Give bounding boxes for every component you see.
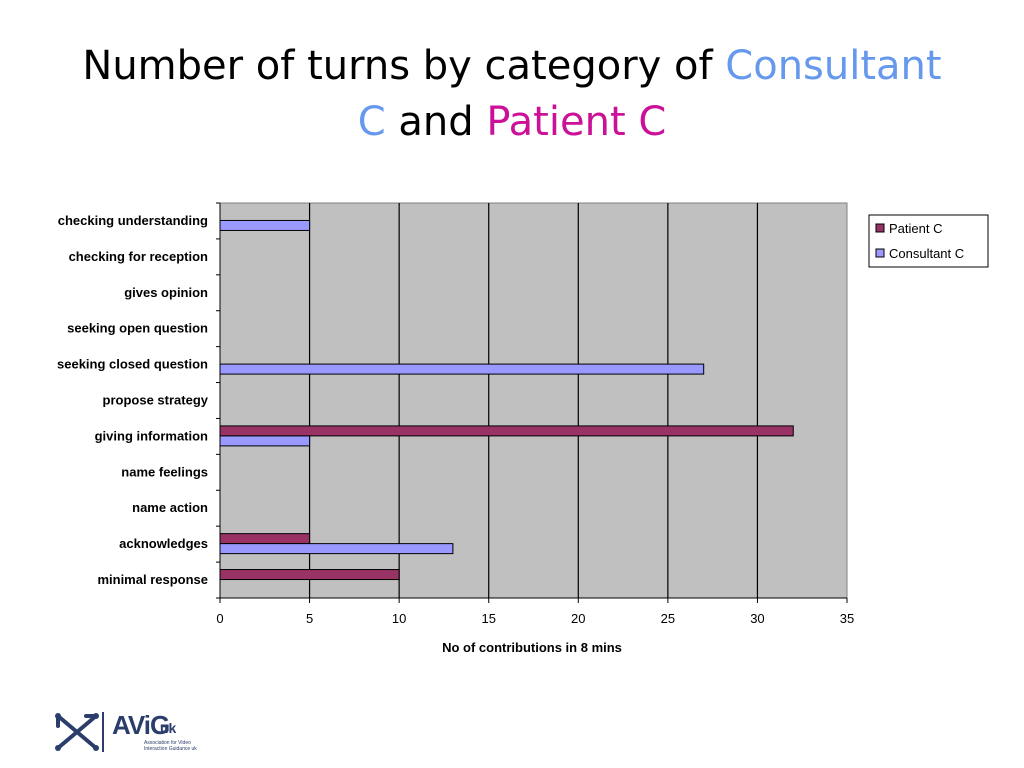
- category-label: seeking closed question: [57, 357, 208, 372]
- legend-swatch-consultant: [875, 248, 885, 258]
- x-tick-label: 20: [571, 611, 585, 626]
- avig-logo: AViG uk Association for Video Interactio…: [52, 708, 202, 756]
- logo-subtitle: Association for Video Interaction Guidan…: [144, 740, 197, 752]
- bar-chart: checking understanding checking for recep…: [57, 202, 989, 655]
- legend-box: [868, 214, 989, 268]
- x-tick-label: 10: [392, 611, 406, 626]
- avig-logo-icon: [55, 712, 104, 752]
- category-label: acknowledges: [119, 536, 208, 551]
- bar-consultant: [219, 543, 454, 555]
- logo-suffix: uk: [160, 720, 177, 736]
- x-axis: 0 5 10 15 20 25 30 35: [216, 597, 854, 626]
- x-tick-label: 15: [481, 611, 495, 626]
- y-axis: checking understanding checking for recep…: [57, 202, 221, 599]
- title-text-and: and: [385, 99, 487, 145]
- title-text-1: Number of turns by category of: [82, 43, 726, 89]
- bar-patient: [219, 569, 400, 581]
- x-axis-title: No of contributions in 8 mins: [442, 640, 622, 655]
- gridlines: [308, 203, 759, 598]
- category-label: giving information: [95, 428, 208, 443]
- plot-area: [219, 202, 848, 599]
- category-label: propose strategy: [103, 393, 209, 408]
- title-patient: Patient C: [486, 99, 667, 145]
- slide-title: Number of turns by category of Consultan…: [40, 38, 984, 150]
- x-tick-label: 5: [306, 611, 313, 626]
- category-label: checking understanding: [58, 213, 208, 228]
- x-tick-label: 30: [750, 611, 764, 626]
- legend: Patient C Consultant C: [868, 214, 989, 268]
- category-label: seeking open question: [67, 321, 208, 336]
- legend-label-consultant: Consultant C: [889, 246, 964, 261]
- bar-consultant: [219, 363, 705, 375]
- bar-consultant: [219, 219, 311, 231]
- bar-consultant: [219, 435, 311, 447]
- x-tick-label: 0: [216, 611, 223, 626]
- category-label: minimal response: [97, 572, 208, 587]
- bar-patient: [219, 533, 311, 545]
- title-consultant: Consultant: [725, 43, 942, 89]
- category-label: name action: [132, 500, 208, 515]
- logo-wordmark: AViG: [112, 710, 170, 740]
- bar-patient: [219, 425, 794, 437]
- x-tick-label: 35: [840, 611, 854, 626]
- legend-swatch-patient: [875, 223, 885, 233]
- legend-label-patient: Patient C: [889, 221, 942, 236]
- category-label: name feelings: [121, 464, 208, 479]
- category-label: gives opinion: [124, 285, 208, 300]
- title-consultant-c: C: [357, 99, 386, 145]
- x-tick-label: 25: [661, 611, 675, 626]
- category-label: checking for reception: [69, 249, 208, 264]
